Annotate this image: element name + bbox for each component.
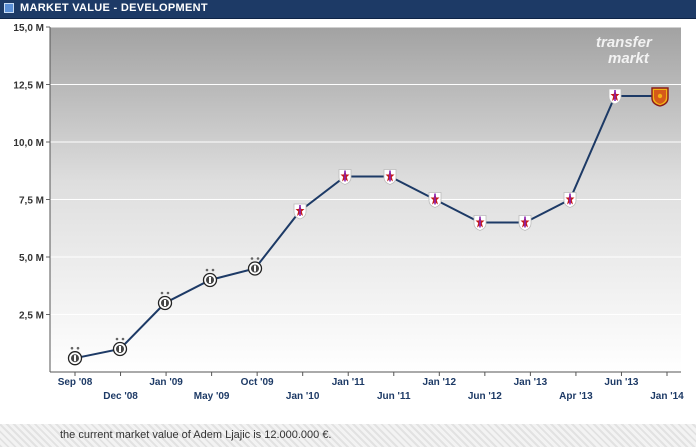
data-point-partizan-crest-icon[interactable] xyxy=(157,291,173,311)
data-point-fiorentina-crest-icon[interactable] xyxy=(563,192,577,208)
market-value-chart: 2,5 M 5,0 M 7,5 M 10,0 M 12,5 M 15,0 M Sep '0… xyxy=(13,23,684,402)
x-tick-label: Jun '12 xyxy=(468,391,502,402)
x-tick-label: Apr '13 xyxy=(559,391,593,402)
data-markers xyxy=(67,87,669,366)
chart-header: MARKET VALUE - DEVELOPMENT xyxy=(0,0,696,19)
transfermarkt-watermark: transfer markt xyxy=(596,34,653,67)
watermark-line2: markt xyxy=(608,50,650,67)
data-point-fiorentina-crest-icon[interactable] xyxy=(383,169,397,185)
y-tick-label: 7,5 M xyxy=(19,196,44,207)
x-tick-label: Sep '08 xyxy=(58,377,93,388)
data-point-fiorentina-crest-icon[interactable] xyxy=(473,215,487,231)
data-point-partizan-crest-icon[interactable] xyxy=(247,257,263,276)
watermark-line1: transfer xyxy=(596,34,653,51)
y-tick-label: 2,5 M xyxy=(19,311,44,322)
x-tick-label: Jan '10 xyxy=(286,391,320,402)
x-tick-label: Dec '08 xyxy=(103,391,138,402)
data-point-fiorentina-crest-icon[interactable] xyxy=(293,203,307,220)
x-tick-label: May '09 xyxy=(194,391,230,402)
x-tick-label: Jun '13 xyxy=(604,377,638,388)
x-tick-label: Jan '13 xyxy=(514,377,548,388)
x-tick-label: Jan '09 xyxy=(149,377,183,388)
data-point-fiorentina-crest-icon[interactable] xyxy=(518,215,532,231)
y-axis: 2,5 M 5,0 M 7,5 M 10,0 M 12,5 M 15,0 M xyxy=(13,23,51,372)
grid-lines xyxy=(50,26,681,315)
data-point-partizan-crest-icon[interactable] xyxy=(112,337,128,357)
data-point-partizan-crest-icon[interactable] xyxy=(67,346,83,366)
x-tick-label: Jun '11 xyxy=(377,391,411,402)
data-point-fiorentina-crest-icon[interactable] xyxy=(428,192,442,208)
y-tick-label: 10,0 M xyxy=(13,138,44,149)
x-tick-label: Jan '11 xyxy=(332,377,365,388)
footer-bar: the current market value of Adem Ljajic … xyxy=(0,424,696,447)
data-point-fiorentina-crest-icon[interactable] xyxy=(338,169,352,185)
series-line xyxy=(74,95,660,360)
y-tick-label: 15,0 M xyxy=(13,23,44,34)
y-tick-label: 12,5 M xyxy=(13,81,44,92)
chart-title: MARKET VALUE - DEVELOPMENT xyxy=(20,2,208,14)
header-square-icon xyxy=(4,3,14,13)
x-tick-label: Jan '14 xyxy=(650,391,684,402)
data-point-partizan-crest-icon[interactable] xyxy=(202,268,218,288)
data-point-roma-crest-icon[interactable] xyxy=(651,87,669,107)
x-tick-label: Oct '09 xyxy=(241,377,274,388)
x-tick-label: Jan '12 xyxy=(423,377,457,388)
y-tick-label: 5,0 M xyxy=(19,253,44,264)
current-market-value-text: the current market value of Adem Ljajic … xyxy=(60,429,332,441)
x-axis: Sep '08 Dec '08 Jan '09 May '09 Oct '09 Jan '… xyxy=(50,371,684,402)
data-point-fiorentina-crest-icon[interactable] xyxy=(608,88,622,105)
